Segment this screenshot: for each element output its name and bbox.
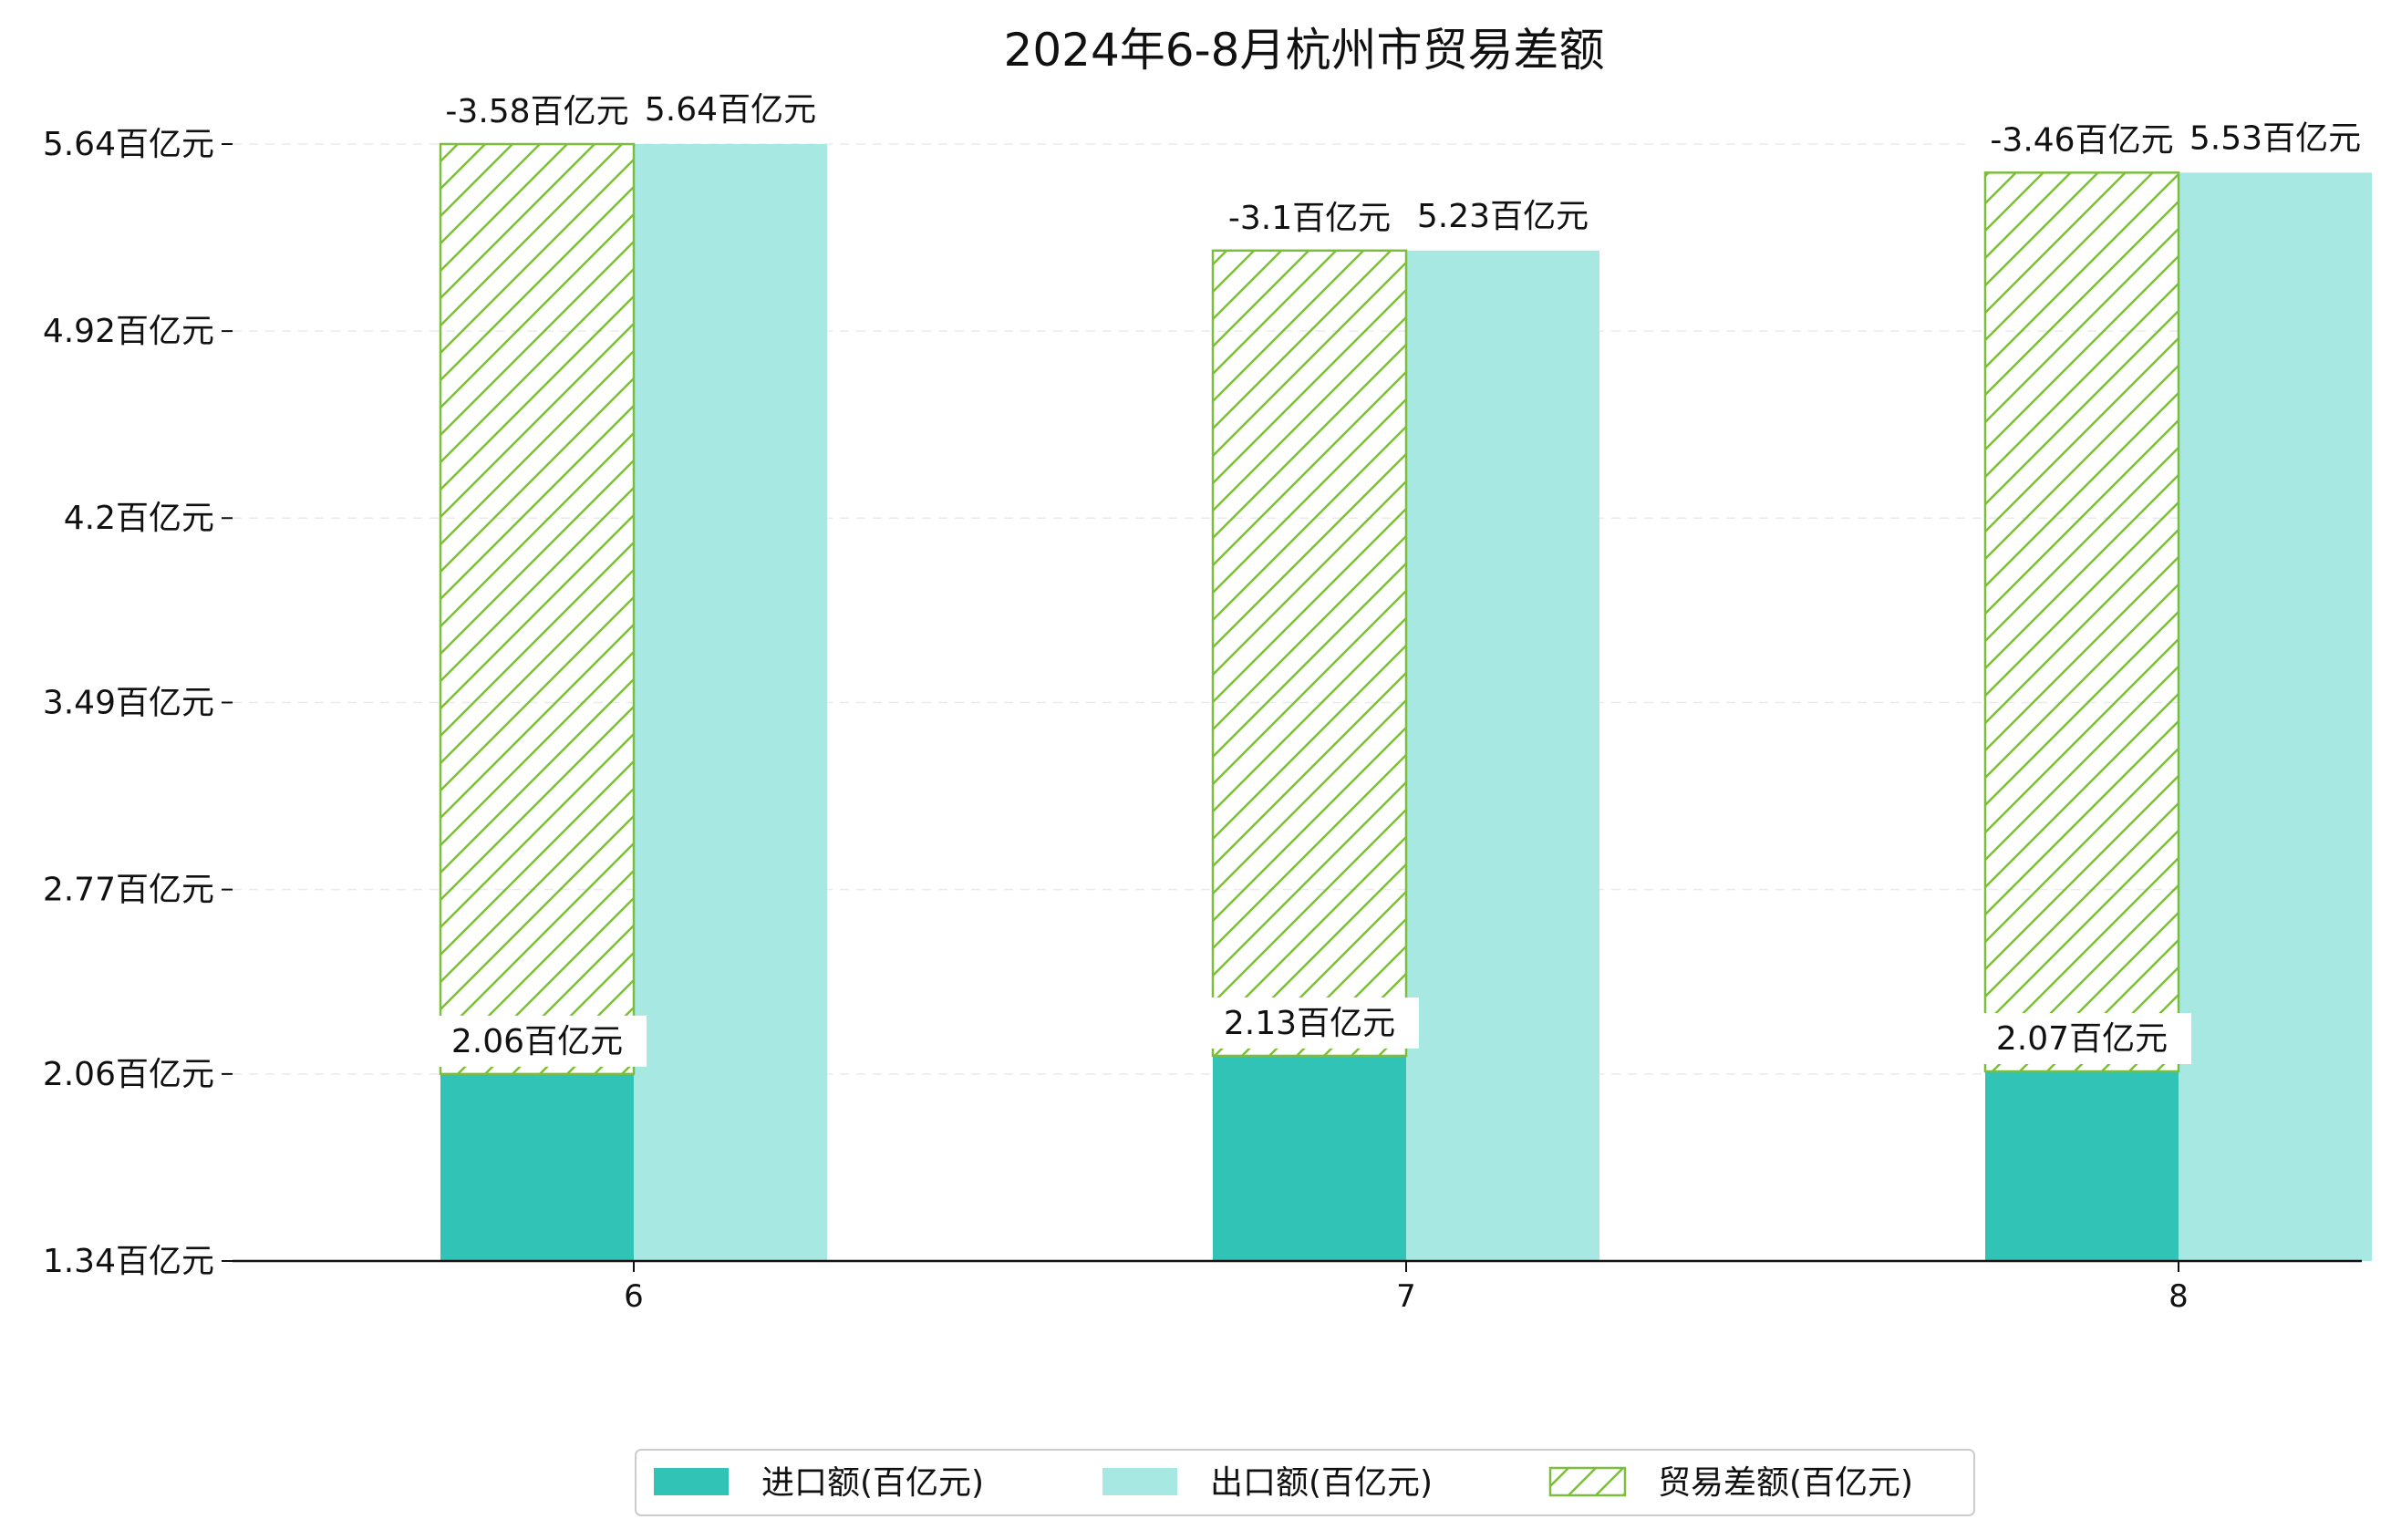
data-label-import-box xyxy=(1972,1013,2191,1065)
bar-import xyxy=(1985,1071,2179,1261)
y-tick-label: 5.64百亿元 xyxy=(43,126,214,163)
legend-item-import-swatch xyxy=(654,1468,729,1495)
data-label-import: 2.07百亿元 xyxy=(1996,1020,2168,1058)
x-tick-label: 8 xyxy=(2168,1278,2189,1315)
data-label-export-box xyxy=(636,84,825,135)
data-label-trade-balance: -3.46百亿元 xyxy=(1990,121,2173,159)
bar-export xyxy=(1406,250,1599,1261)
data-label-trade-balance-box xyxy=(1200,191,1419,243)
y-tick-label: 1.34百亿元 xyxy=(43,1243,214,1280)
data-label-trade-balance-box xyxy=(428,86,647,137)
bar-import xyxy=(440,1073,634,1261)
bar-trade-balance xyxy=(439,142,636,1076)
y-tick-label: 2.06百亿元 xyxy=(43,1056,214,1093)
data-label-import-box xyxy=(428,1015,647,1067)
legend-box xyxy=(635,1449,1975,1516)
y-tick-label: 2.77百亿元 xyxy=(43,872,214,909)
x-tick-label: 6 xyxy=(624,1278,644,1315)
chart-title: 2024年6-8月杭州市贸易差额 xyxy=(1004,24,1605,77)
bars xyxy=(439,142,2372,1262)
legend: 进口额(百亿元) 出口额(百亿元) 贸易差额(百亿元) xyxy=(635,1449,1975,1516)
y-tick-label: 4.92百亿元 xyxy=(43,313,214,350)
data-label-import: 2.13百亿元 xyxy=(1224,1005,1395,1042)
legend-item-export-label: 出口额(百亿元) xyxy=(1210,1464,1433,1502)
legend-item-export-swatch xyxy=(1102,1468,1177,1495)
bar-export xyxy=(634,144,827,1261)
legend-item-trade-balance-swatch xyxy=(1548,1466,1627,1497)
data-label-export: 5.23百亿元 xyxy=(1417,198,1589,235)
bar-trade-balance xyxy=(1983,171,2180,1073)
bar-export xyxy=(2179,172,2372,1262)
bar-trade-balance xyxy=(1211,249,1408,1058)
data-labels: 5.64百亿元 -3.58百亿元 2.06百亿元 5.23百亿元 -3.1百亿元 2.13… xyxy=(428,84,2370,1067)
data-label-import: 2.06百亿元 xyxy=(451,1023,623,1060)
data-label-export: 5.64百亿元 xyxy=(645,91,816,129)
data-label-trade-balance: -3.1百亿元 xyxy=(1228,200,1391,237)
data-label-trade-balance-box xyxy=(1972,114,2191,166)
data-label-import-box xyxy=(1200,997,1419,1049)
data-label-trade-balance: -3.58百亿元 xyxy=(445,93,628,130)
legend-item-trade-balance-label: 贸易差额(百亿元) xyxy=(1658,1464,1913,1502)
y-tick-label: 4.2百亿元 xyxy=(64,500,214,537)
legend-item-import-label: 进口额(百亿元) xyxy=(761,1464,984,1502)
y-tick-label: 3.49百亿元 xyxy=(43,685,214,722)
bar-import xyxy=(1213,1055,1406,1261)
data-label-export-box xyxy=(2180,112,2370,164)
data-label-export: 5.53百亿元 xyxy=(2189,119,2361,157)
data-label-export-box xyxy=(1408,190,1598,242)
axes: 1.34百亿元 2.06百亿元 2.77百亿元 3.49百亿元 4.2百亿元 4.92百亿… xyxy=(43,126,2362,1315)
x-tick-label: 7 xyxy=(1396,1278,1416,1315)
